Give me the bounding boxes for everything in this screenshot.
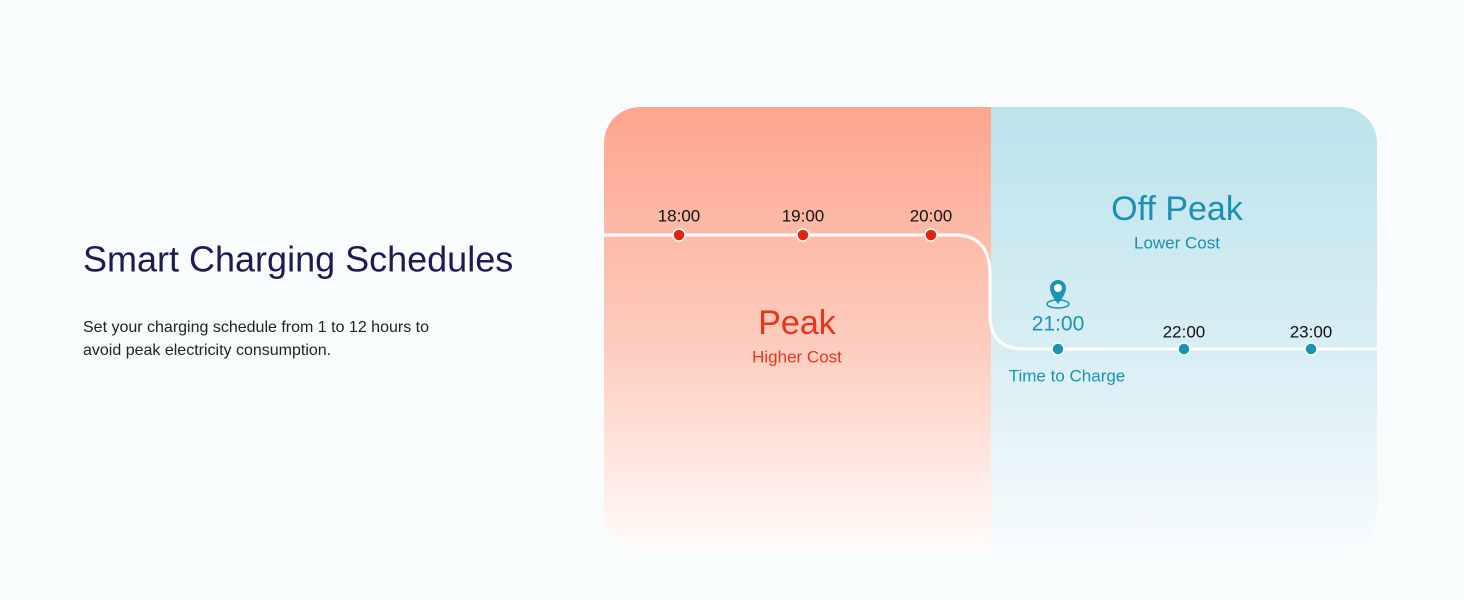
charge-dot xyxy=(1051,342,1065,356)
time-label: 20:00 xyxy=(910,206,953,225)
off-peak-subtitle: Lower Cost xyxy=(1134,233,1220,252)
charge-dot xyxy=(1304,342,1318,356)
start-time-label: 21:00 xyxy=(1032,313,1085,336)
charge-dot xyxy=(1177,342,1191,356)
pin-icon xyxy=(1046,280,1070,309)
peak-title: Peak xyxy=(758,304,836,342)
time-label: 18:00 xyxy=(658,206,701,225)
timeline xyxy=(604,233,1377,351)
off-peak-zone xyxy=(991,107,1377,548)
description-line: Set your charging schedule from 1 to 12 … xyxy=(83,319,429,336)
peak-dots xyxy=(672,228,938,242)
off-peak-title: Off Peak xyxy=(1111,190,1244,228)
peak-zone xyxy=(604,107,991,548)
peak-dot xyxy=(924,228,938,242)
peak-dot xyxy=(672,228,686,242)
time-label: 23:00 xyxy=(1290,322,1333,341)
time-label: 19:00 xyxy=(782,206,825,225)
time-label: 22:00 xyxy=(1163,322,1206,341)
schedule-panel xyxy=(604,107,1377,548)
peak-subtitle: Higher Cost xyxy=(752,347,842,366)
peak-dot xyxy=(796,228,810,242)
start-label: Time to Charge xyxy=(1009,366,1126,385)
heading-title: Smart Charging Schedules xyxy=(83,239,513,280)
description-line: avoid peak electricity consumption. xyxy=(83,342,331,359)
off-peak-dots xyxy=(1051,342,1318,356)
